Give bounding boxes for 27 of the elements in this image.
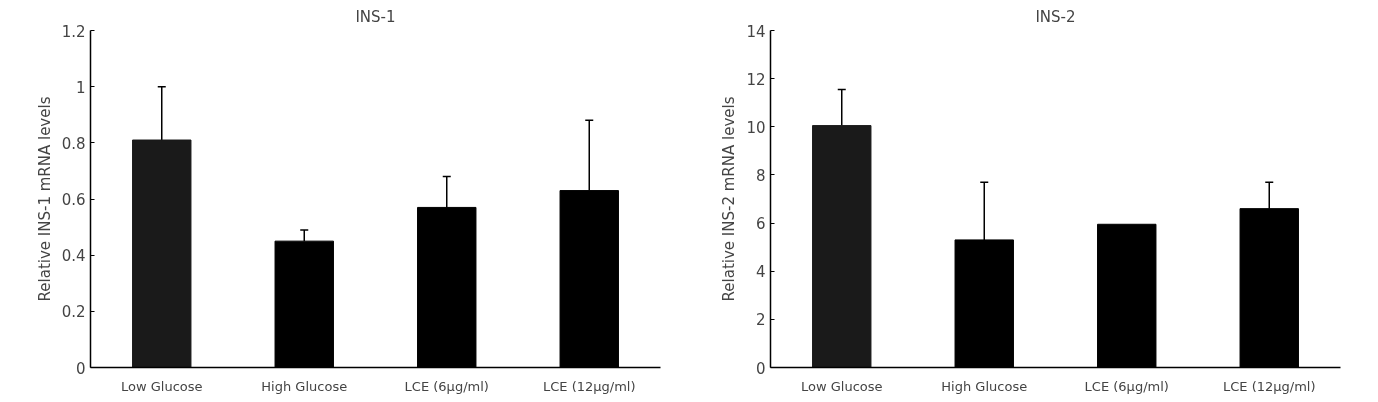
x-tick-label: Low Glucose <box>800 378 883 394</box>
y-tick-label: 0 <box>755 359 766 378</box>
y-tick-label: 4 <box>755 263 766 282</box>
x-tick-label: High Glucose <box>941 378 1028 394</box>
x-tick-label: LCE (12μg/ml) <box>1222 378 1316 394</box>
y-tick-label: 2 <box>755 311 766 330</box>
y-tick-label: 14 <box>746 22 766 41</box>
y-tick-label: 6 <box>755 215 766 234</box>
y-tick-label: 10 <box>746 118 766 137</box>
y-tick-label: 0.6 <box>61 191 86 209</box>
x-tick-label: LCE (6μg/ml) <box>404 378 489 394</box>
y-tick-label: 1.2 <box>61 22 86 41</box>
y-axis-title: Relative INS-2 mRNA levels <box>720 96 739 302</box>
x-tick-label: LCE (6μg/ml) <box>1084 378 1169 394</box>
y-tick-label: 12 <box>746 70 766 89</box>
y-tick-label: 0.8 <box>61 134 86 153</box>
y-axis-title: Relative INS-1 mRNA levels <box>35 96 54 302</box>
y-tick-label: 0.4 <box>61 247 86 266</box>
y-tick-label: 1 <box>75 78 86 97</box>
y-tick-label: 0.2 <box>61 303 86 322</box>
x-tick-label: High Glucose <box>261 378 348 394</box>
y-tick-label: 8 <box>755 166 766 185</box>
y-tick-label: 0 <box>75 359 86 378</box>
chart-title: INS-1 <box>355 7 396 26</box>
x-tick-label: LCE (12μg/ml) <box>542 378 636 394</box>
chart-title: INS-2 <box>1035 7 1076 26</box>
x-tick-label: Low Glucose <box>120 378 203 394</box>
